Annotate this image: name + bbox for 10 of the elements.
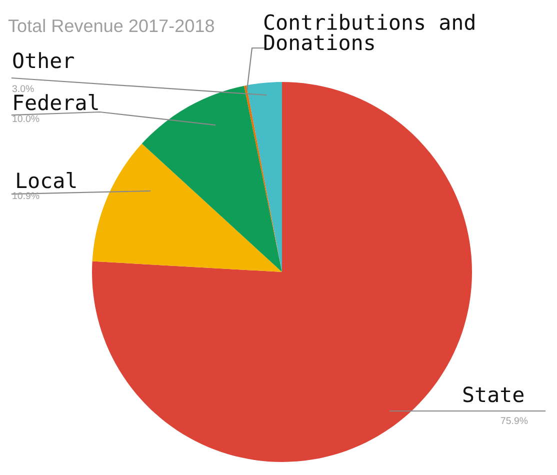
- data-label: 75.9%: [500, 417, 528, 424]
- chart-title: Total Revenue 2017-2018: [8, 18, 214, 32]
- data-label: 10.0%: [12, 115, 40, 122]
- slice-label: Contributions and Donations: [264, 14, 474, 50]
- slice-label: Local: [17, 172, 76, 188]
- slice-label: Other: [13, 52, 74, 68]
- slice-label: Federal: [14, 94, 98, 110]
- data-label: 10.9%: [12, 192, 40, 200]
- data-label: 3.0%: [12, 85, 34, 92]
- slice-label: State: [463, 386, 524, 402]
